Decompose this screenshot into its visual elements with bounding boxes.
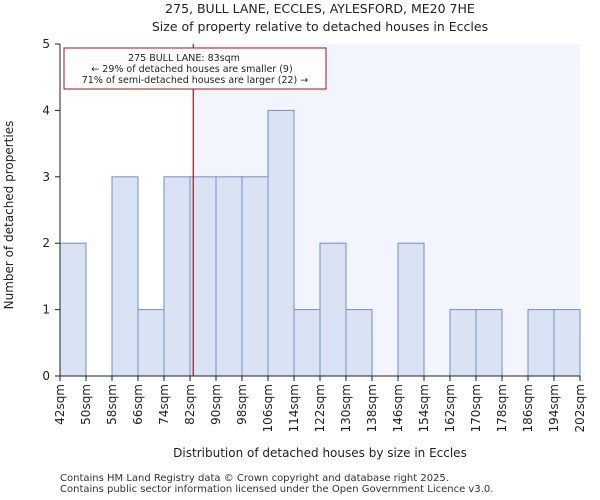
bar-162sqm (449, 309, 477, 377)
chart: 275, BULL LANE, ECCLES, AYLESFORD, ME20 … (2, 1, 587, 460)
bar-106sqm (267, 109, 295, 377)
x-tick-label: 138sqm (365, 384, 379, 432)
x-tick-label: 194sqm (547, 384, 561, 432)
annotation-line-1: 275 BULL LANE: 83sqm (128, 53, 240, 64)
bar-82sqm (189, 176, 217, 377)
x-tick-label: 82sqm (183, 384, 197, 425)
chart-subtitle: Size of property relative to detached ho… (152, 19, 488, 34)
bar-58sqm (111, 176, 139, 377)
y-tick-label: 3 (42, 170, 50, 184)
x-tick-label: 50sqm (79, 384, 93, 425)
x-tick-label: 186sqm (521, 384, 535, 432)
annotation-box: 275 BULL LANE: 83sqm ← 29% of detached h… (63, 47, 327, 90)
x-tick-label: 42sqm (53, 384, 67, 425)
x-tick-label: 74sqm (157, 384, 171, 425)
x-tick-label: 202sqm (573, 384, 587, 432)
bar-90sqm (215, 176, 243, 377)
x-tick-label: 90sqm (209, 384, 223, 425)
y-tick-label: 5 (42, 37, 50, 51)
bar-122sqm (319, 242, 347, 377)
y-ticks: 0 1 2 3 4 5 (42, 37, 60, 383)
bar-66sqm (137, 309, 165, 377)
annotation-line-3: 71% of semi-detached houses are larger (… (82, 75, 309, 86)
y-axis-label: Number of detached properties (2, 121, 16, 310)
x-ticks: 42sqm 50sqm 58sqm 66sqm 74sqm 82sqm 90sqm 98sqm… (53, 376, 587, 432)
bar-114sqm (293, 309, 321, 377)
footer-line-1: Contains HM Land Registry data © Crown c… (60, 473, 449, 484)
footer-line-2: Contains public sector information licen… (60, 484, 494, 495)
x-tick-label: 154sqm (417, 384, 431, 432)
x-axis-label: Distribution of detached houses by size … (173, 446, 467, 460)
bar-130sqm (345, 309, 373, 377)
x-tick-label: 122sqm (313, 384, 327, 432)
bar-98sqm (241, 176, 269, 377)
bar-74sqm (163, 176, 191, 377)
bar-194sqm (553, 309, 581, 377)
y-tick-label: 1 (42, 303, 50, 317)
y-tick-label: 2 (42, 236, 50, 250)
bar-146sqm (397, 242, 425, 377)
x-tick-label: 146sqm (391, 384, 405, 432)
bars (59, 109, 581, 377)
bar-186sqm (527, 309, 555, 377)
x-tick-label: 58sqm (105, 384, 119, 425)
x-tick-label: 106sqm (261, 384, 275, 432)
bar-42sqm (59, 242, 87, 377)
x-tick-label: 162sqm (443, 384, 457, 432)
x-tick-label: 178sqm (495, 384, 509, 432)
annotation-line-2: ← 29% of detached houses are smaller (9) (91, 64, 292, 75)
x-tick-label: 66sqm (131, 384, 145, 425)
annotation-frame (63, 47, 327, 90)
y-tick-label: 4 (42, 103, 50, 117)
bar-170sqm (475, 309, 503, 377)
x-tick-label: 98sqm (235, 384, 249, 425)
x-tick-label: 170sqm (469, 384, 483, 432)
x-tick-label: 114sqm (287, 384, 301, 432)
x-tick-label: 130sqm (339, 384, 353, 432)
chart-title: 275, BULL LANE, ECCLES, AYLESFORD, ME20 … (165, 1, 475, 16)
y-tick-label: 0 (42, 369, 50, 383)
